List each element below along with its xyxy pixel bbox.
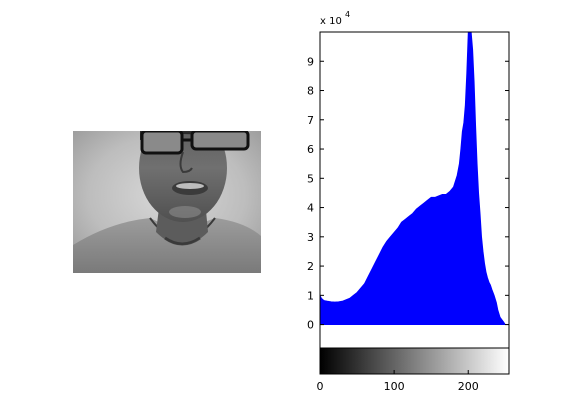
histogram-series	[319, 31, 509, 325]
x-tick-label: 100	[384, 380, 405, 393]
x-tick-label: 200	[458, 380, 479, 393]
y-tick-label: 5	[307, 172, 314, 185]
y-axis: 0 1 2 3 4 5 6 7 8 9	[307, 55, 509, 332]
face-photo-icon	[73, 131, 261, 273]
y-tick-label: 2	[307, 260, 314, 273]
x-tick-label: 0	[317, 380, 324, 393]
y-tick-label: 7	[307, 114, 314, 127]
y-tick-label: 9	[307, 55, 314, 68]
y-tick-label: 6	[307, 143, 314, 156]
histogram-plot	[319, 31, 509, 325]
y-tick-label: 0	[307, 319, 314, 332]
y-exponent-label: x 10	[320, 16, 342, 27]
y-tick-label: 8	[307, 85, 314, 98]
x-axis: 0 100 200	[317, 370, 479, 393]
y-tick-label: 1	[307, 289, 314, 302]
y-exponent-power: 4	[345, 10, 350, 19]
y-tick-label: 3	[307, 231, 314, 244]
grayscale-colorbar	[319, 347, 510, 375]
y-tick-label: 4	[307, 202, 314, 215]
